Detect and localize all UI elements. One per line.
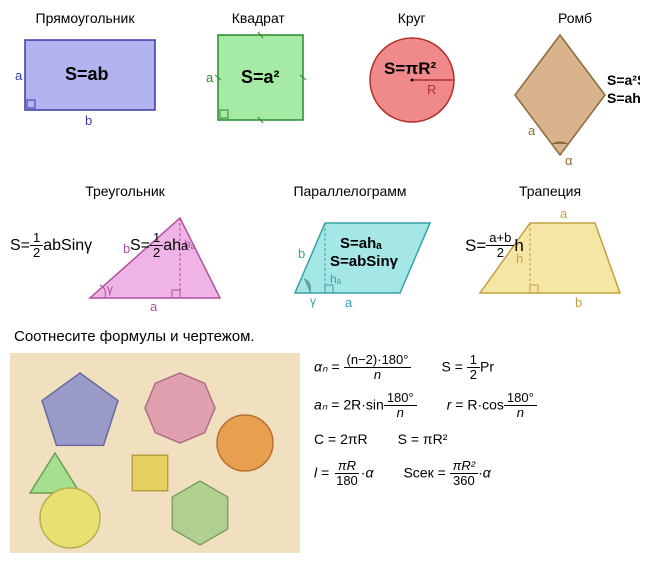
trapezoid-formula: S=a+b2h (465, 231, 524, 261)
formula-row-3: C = 2πR S = πR² (314, 428, 537, 450)
formula: S=a² (241, 67, 280, 87)
arc-length-formula: l = πR180·α (314, 459, 373, 489)
triangle-formula-left: S=12abSinγ (10, 231, 92, 261)
label-a: a (560, 206, 568, 221)
interior-angle-formula: αₙ = (n−2)·180°n (314, 353, 411, 383)
parallelogram-title: Параллелограмм (260, 183, 440, 199)
label-a: a (528, 123, 536, 138)
label-a: a (15, 68, 23, 83)
formula: S=ab (65, 64, 109, 84)
label-b: b (298, 246, 305, 261)
side-formula: aₙ = 2R·sin180°n (314, 391, 417, 421)
square-svg: a S=a² (203, 30, 313, 130)
formula2: S=ah (607, 90, 640, 106)
octagon-shape (145, 373, 215, 443)
label-b: b (575, 295, 582, 310)
rectangle-svg: a b S=ab (10, 30, 160, 130)
label-a: a (206, 70, 214, 85)
circle-svg: R S=πR² (357, 30, 467, 130)
apothem-formula: r = R·cos180°n (447, 391, 537, 421)
label-a: a (345, 295, 353, 310)
rhombus-title: Ромб (510, 10, 640, 26)
formula: S=πR² (384, 59, 437, 78)
formula2: S=abSinγ (330, 253, 399, 270)
circle-shape (217, 415, 273, 471)
label-b: b (85, 113, 92, 128)
formula-list: αₙ = (n−2)·180°n S = 12Pr aₙ = 2R·sin180… (314, 353, 537, 553)
square-cell: Квадрат a S=a² (203, 10, 313, 133)
triangle-title: Треугольник (10, 183, 240, 199)
label-r: R (427, 82, 436, 97)
circumference-formula: C = 2πR (314, 428, 368, 450)
shapes-row-1: Прямоугольник a b S=ab Квадрат a S=a² Кр… (10, 10, 640, 173)
bottom-section: αₙ = (n−2)·180°n S = 12Pr aₙ = 2R·sin180… (10, 353, 640, 553)
polygons-panel (10, 353, 300, 553)
sector-area-formula: Sсек = πR²360·α (403, 459, 490, 489)
square-shape (132, 455, 167, 490)
parallelogram-svg: a b hₐ γ S=ahₐ S=abSinγ (260, 203, 440, 313)
shapes-row-2: Треугольник a b hₐ γ Параллелограмм a b … (10, 183, 640, 316)
label-alpha: α (565, 153, 573, 168)
formula-row-2: aₙ = 2R·sin180°n r = R·cos180°n (314, 391, 537, 421)
circle-area-formula: S = πR² (398, 428, 448, 450)
formula1: S=a²Sinα (607, 72, 640, 88)
label-gamma: γ (107, 282, 113, 296)
center-dot (410, 79, 413, 82)
parallelogram-cell: Параллелограмм a b hₐ γ S=ahₐ S=abSinγ (260, 183, 440, 316)
rhombus-cell: Ромб a α S=a²Sinα S=ah (510, 10, 640, 173)
label-gamma: γ (310, 294, 316, 308)
triangle-formula-right: S=12aha (130, 231, 188, 261)
label-ha: hₐ (330, 272, 342, 286)
circle-cell: Круг R S=πR² (357, 10, 467, 133)
rectangle-title: Прямоугольник (10, 10, 160, 26)
label-a: a (150, 299, 158, 313)
formula-row-1: αₙ = (n−2)·180°n S = 12Pr (314, 353, 537, 383)
trapezoid-title: Трапеция (460, 183, 640, 199)
half-perimeter-formula: S = 12Pr (441, 353, 494, 383)
circle-title: Круг (357, 10, 467, 26)
match-prompt: Соотнесите формулы и чертежом. (14, 328, 640, 345)
formula1: S=ahₐ (340, 235, 382, 252)
formula-row-4: l = πR180·α Sсек = πR²360·α (314, 459, 537, 489)
rhombus-svg: a α S=a²Sinα S=ah (510, 30, 640, 170)
square-title: Квадрат (203, 10, 313, 26)
circle-shape (40, 488, 100, 548)
rectangle-cell: Прямоугольник a b S=ab (10, 10, 160, 133)
